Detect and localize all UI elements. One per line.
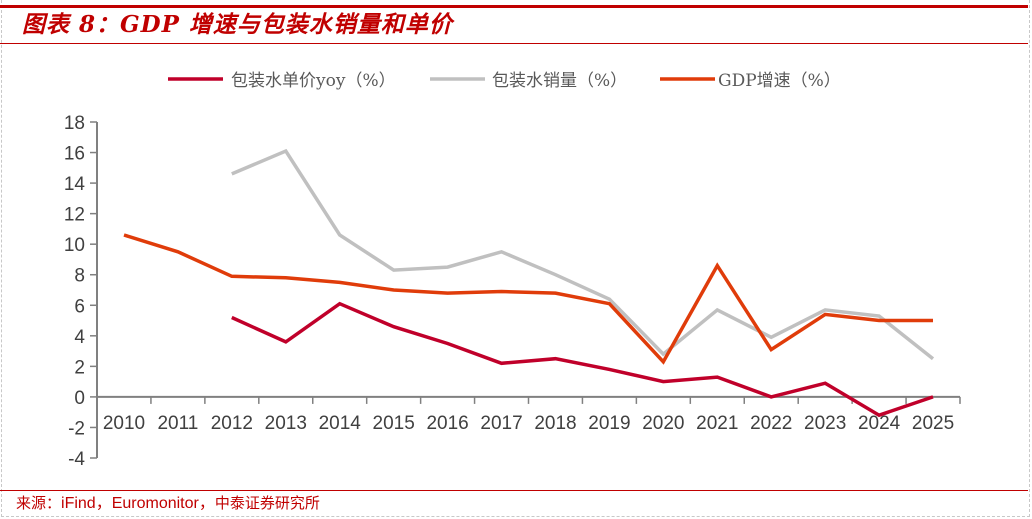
legend-item: 包装水销量（%） (430, 71, 627, 91)
x-tick-label: 2024 (858, 413, 901, 434)
x-tick-label: 2014 (319, 413, 362, 434)
legend-item: 包装水单价yoy（%） (168, 71, 396, 91)
x-tick-label: 2018 (534, 413, 576, 434)
y-tick-label: 12 (64, 205, 85, 226)
legend-label: GDP增速（%） (718, 71, 841, 91)
y-tick-label: 16 (64, 144, 85, 165)
source-suffix: 中泰证券研究所 (214, 494, 320, 512)
y-tick-label: 6 (74, 296, 85, 317)
x-tick-label: 2019 (588, 413, 630, 434)
x-tick-label: 2022 (750, 413, 792, 434)
x-axis: 2010 2011 2012 2013 2014 2015 2016 2017 2018 2019… (97, 395, 961, 434)
source-main: iFind，Euromonitor， (61, 495, 215, 512)
y-tick-label: 8 (74, 266, 85, 287)
x-tick-label: 2013 (265, 413, 307, 434)
y-tick-label: 0 (74, 388, 85, 409)
y-tick-label: 18 (64, 113, 85, 134)
source-note: 来源：iFind，Euromonitor，中泰证券研究所 (16, 492, 320, 514)
legend-label: 包装水单价yoy（%） (231, 71, 396, 91)
x-tick-label: 2015 (373, 413, 415, 434)
legend: 包装水单价yoy（%） 包装水销量（%） GDP增速（%） (168, 71, 841, 91)
legend-label: 包装水销量（%） (492, 71, 627, 91)
x-tick-label: 2020 (642, 413, 684, 434)
source-divider (0, 490, 1028, 491)
x-tick-label: 2025 (912, 413, 954, 434)
x-tick-label: 2017 (480, 413, 522, 434)
series-price-yoy-line (231, 301, 934, 418)
chart-title: 图表 8：GDP 增速与包装水销量和单价 (22, 11, 453, 38)
x-tick-label: 2023 (804, 413, 846, 434)
y-tick-label: -2 (68, 418, 85, 439)
y-tick-label: 14 (64, 174, 86, 195)
x-tick-label: 2021 (696, 413, 738, 434)
y-tick-label: 10 (64, 235, 85, 256)
top-rule (0, 5, 1028, 8)
legend-item: GDP增速（%） (660, 71, 841, 91)
x-tick-label: 2012 (211, 413, 253, 434)
x-tick-label: 2016 (426, 413, 468, 434)
series-volume-line (231, 148, 935, 361)
y-tick-label: -4 (68, 449, 85, 470)
series-group (123, 148, 935, 418)
y-axis: 18 16 14 12 10 8 6 4 2 0 -2 -4 (64, 113, 98, 470)
y-tick-label: 2 (74, 357, 85, 378)
series-gdp-line (123, 233, 933, 365)
x-tick-label: 2010 (103, 413, 145, 434)
title-divider (0, 43, 1028, 44)
source-prefix: 来源： (16, 494, 62, 512)
y-tick-label: 4 (74, 327, 85, 348)
x-tick-label: 2011 (157, 413, 198, 434)
